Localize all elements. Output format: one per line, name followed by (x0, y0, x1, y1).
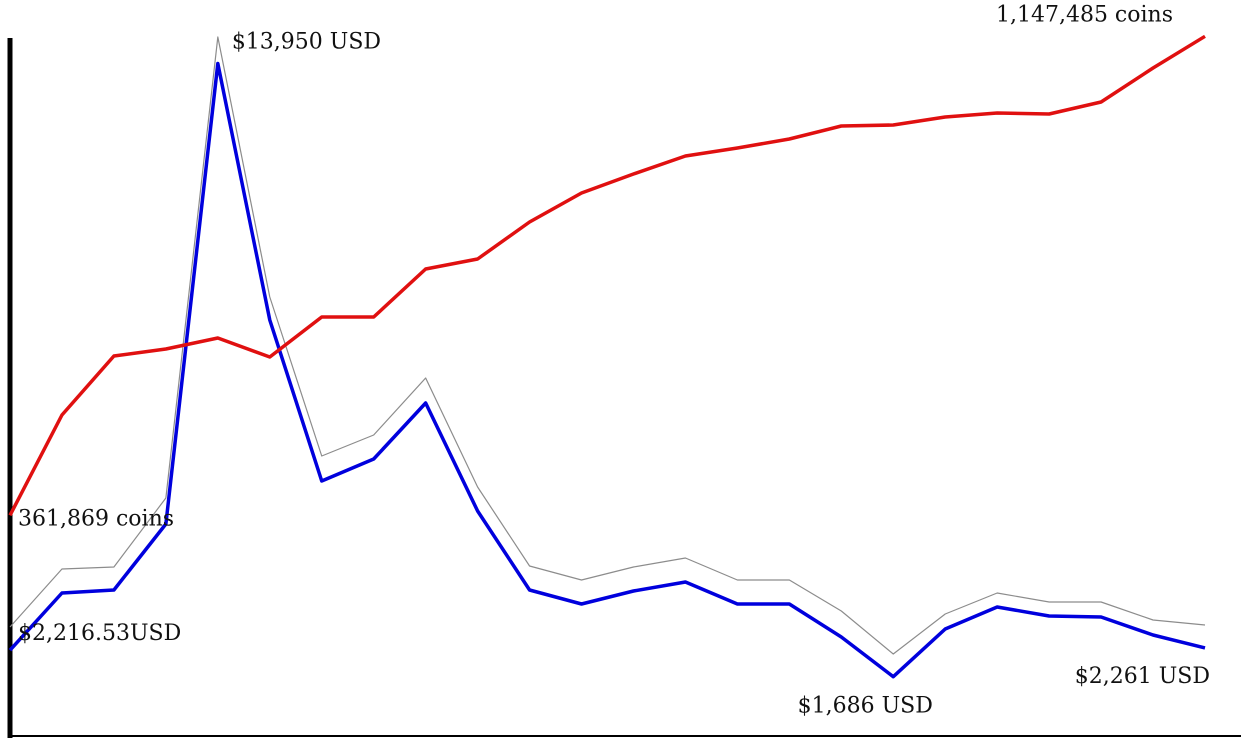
value-label: $2,216.53USD (18, 621, 181, 646)
value-label: $13,950 USD (232, 30, 381, 55)
value-label: 1,147,485 coins (996, 2, 1173, 27)
series-line (8, 34, 1206, 517)
value-label: $1,686 USD (798, 694, 933, 719)
series-line (9, 36, 1206, 655)
series-line (8, 61, 1206, 679)
value-label: 361,869 coins (18, 506, 174, 531)
value-label: $2,261 USD (1075, 664, 1210, 689)
